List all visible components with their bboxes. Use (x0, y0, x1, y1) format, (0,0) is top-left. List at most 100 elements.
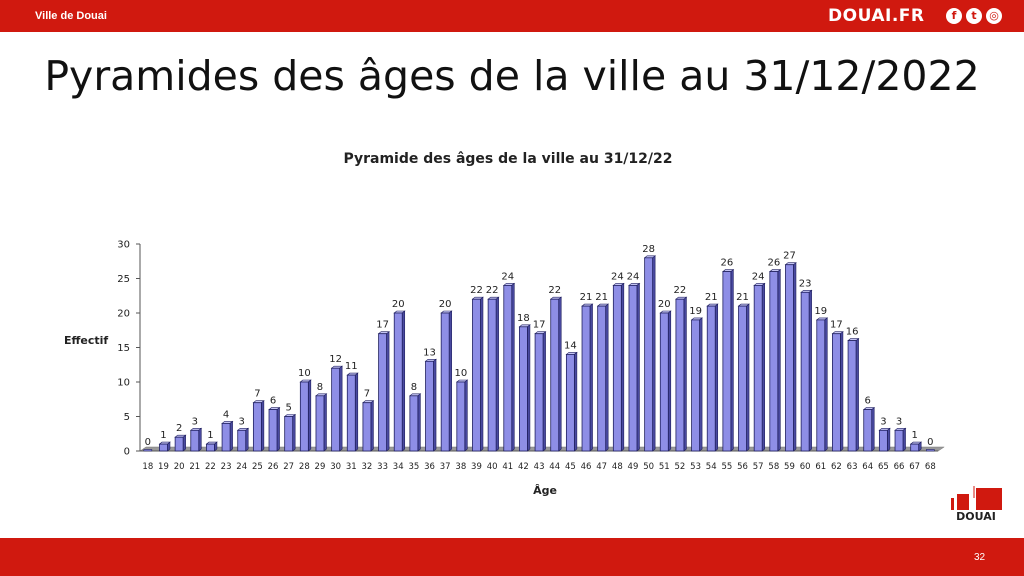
bottom-banner (0, 538, 1024, 576)
x-tick-label: 25 (252, 462, 263, 472)
x-tick-label: 20 (174, 462, 185, 472)
bar (910, 443, 920, 452)
bar (315, 395, 325, 452)
bar (519, 326, 528, 452)
bar (206, 443, 215, 452)
bar (612, 284, 622, 452)
site-link[interactable]: DOUAI.FR (828, 6, 925, 26)
twitter-icon[interactable]: t (966, 8, 982, 24)
data-label: 6 (270, 396, 276, 407)
data-label: 12 (329, 354, 342, 365)
data-label: 28 (642, 244, 655, 255)
data-label: 27 (783, 251, 796, 262)
data-label: 7 (364, 389, 370, 400)
x-tick-label: 64 (862, 462, 873, 472)
bar (143, 449, 153, 452)
data-label: 20 (439, 299, 452, 310)
x-tick-label: 46 (581, 462, 592, 472)
data-label: 11 (345, 361, 358, 372)
x-tick-label: 61 (815, 462, 826, 472)
data-label: 21 (595, 292, 608, 303)
data-label: 26 (767, 258, 780, 269)
x-tick-label: 33 (377, 462, 388, 472)
bar (252, 402, 262, 452)
data-label: 14 (564, 340, 577, 351)
data-label: 8 (317, 382, 323, 393)
x-tick-label: 63 (847, 462, 858, 472)
bar (378, 333, 387, 452)
bar (785, 264, 794, 452)
bar (159, 443, 168, 452)
x-tick-label: 60 (800, 462, 811, 472)
data-label: 5 (285, 403, 291, 414)
data-label: 1 (207, 430, 213, 441)
data-label: 21 (580, 292, 593, 303)
data-label: 2 (176, 423, 182, 434)
bar (863, 409, 873, 452)
data-label: 1 (160, 430, 166, 441)
x-tick-label: 52 (675, 462, 686, 472)
data-label: 20 (658, 299, 671, 310)
data-label: 24 (501, 271, 514, 282)
x-tick-label: 48 (612, 462, 623, 472)
data-label: 0 (145, 437, 151, 448)
data-label: 24 (611, 271, 624, 282)
x-tick-label: 26 (268, 462, 279, 472)
data-label: 1 (911, 430, 917, 441)
x-tick-label: 21 (189, 462, 200, 472)
bar (597, 305, 607, 452)
bar (425, 360, 434, 452)
bar (878, 429, 888, 452)
x-axis-label: Âge (533, 484, 557, 497)
bar (346, 374, 356, 452)
x-tick-label: 68 (925, 462, 936, 472)
data-label: 24 (627, 271, 640, 282)
bar (503, 284, 513, 452)
x-tick-label: 47 (596, 462, 607, 472)
x-tick-label: 43 (534, 462, 545, 472)
bar (409, 395, 419, 452)
x-tick-label: 32 (362, 462, 373, 472)
bar (268, 409, 278, 452)
data-label: 13 (423, 347, 436, 358)
x-tick-label: 49 (628, 462, 639, 472)
x-tick-label: 66 (894, 462, 905, 472)
bar (174, 436, 184, 452)
bar (832, 333, 841, 452)
data-label: 23 (799, 278, 812, 289)
y-tick-label: 5 (124, 412, 130, 423)
data-label: 6 (865, 396, 871, 407)
y-tick-label: 15 (117, 343, 130, 354)
logo-text: DOUAI (956, 510, 996, 523)
data-label: 16 (846, 327, 859, 338)
x-tick-label: 67 (909, 462, 920, 472)
bar (816, 319, 826, 452)
data-label: 3 (192, 416, 198, 427)
data-label: 24 (752, 271, 765, 282)
y-tick-label: 10 (117, 378, 130, 389)
facebook-icon[interactable]: f (946, 8, 962, 24)
x-tick-label: 37 (440, 462, 451, 472)
instagram-icon[interactable]: ◎ (986, 8, 1002, 24)
bar (393, 312, 403, 452)
x-tick-label: 62 (831, 462, 842, 472)
y-tick-label: 25 (117, 274, 130, 285)
data-label: 10 (454, 368, 467, 379)
x-tick-label: 65 (878, 462, 889, 472)
data-label: 22 (486, 285, 499, 296)
x-tick-label: 27 (283, 462, 294, 472)
data-label: 18 (517, 313, 530, 324)
bar (487, 298, 497, 452)
x-tick-label: 36 (424, 462, 435, 472)
bar (331, 367, 341, 452)
data-label: 4 (223, 409, 229, 420)
data-label: 3 (239, 416, 245, 427)
city-label: Ville de Douai (35, 10, 107, 22)
bar (847, 340, 857, 452)
data-label: 7 (254, 389, 260, 400)
x-tick-label: 45 (565, 462, 576, 472)
data-label: 3 (896, 416, 902, 427)
x-tick-label: 35 (408, 462, 419, 472)
bar (722, 271, 732, 452)
